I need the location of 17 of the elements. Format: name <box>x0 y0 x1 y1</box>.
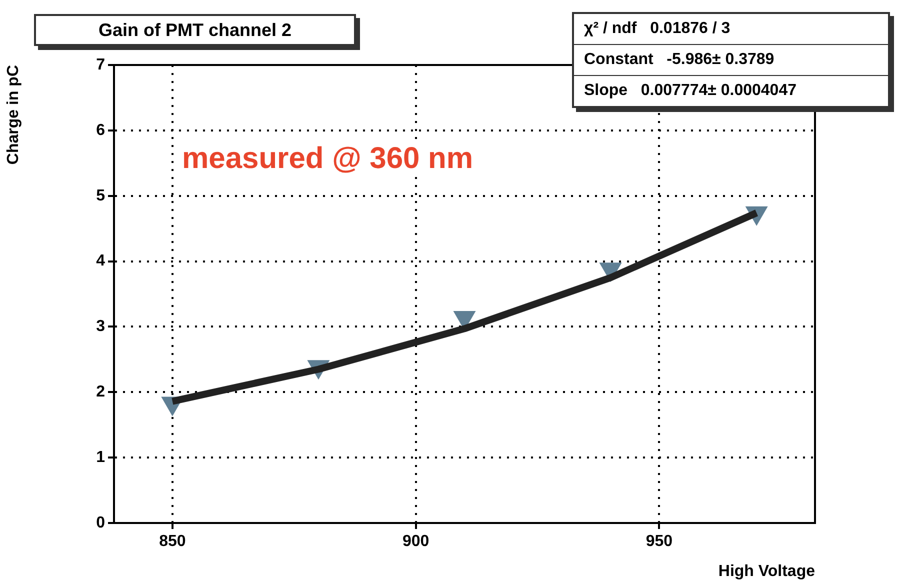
x-tick-label: 950 <box>646 533 673 550</box>
annotation: measured @ 360 nm <box>180 142 476 176</box>
y-tick-label: 7 <box>96 56 106 74</box>
y-tick-label: 2 <box>96 384 106 401</box>
x-tick-label: 900 <box>402 533 430 550</box>
x-tick-label: 850 <box>159 533 186 550</box>
y-tick-label: 4 <box>96 252 106 270</box>
y-tick-label: 5 <box>96 187 106 204</box>
x-axis-title: High Voltage <box>718 562 816 580</box>
annotation: Slope 0.007774± 0.0004047 <box>574 75 888 106</box>
y-tick-label: 6 <box>96 122 106 139</box>
y-tick-label: 3 <box>96 318 106 336</box>
y-axis-title: Charge in pC <box>5 64 22 165</box>
annotation: Constant -5.986± 0.3789 <box>574 44 888 75</box>
chart-title: Gain of PMT channel 2 <box>34 14 356 46</box>
y-tick-label: 1 <box>96 448 106 466</box>
y-tick-label: 0 <box>96 514 106 532</box>
